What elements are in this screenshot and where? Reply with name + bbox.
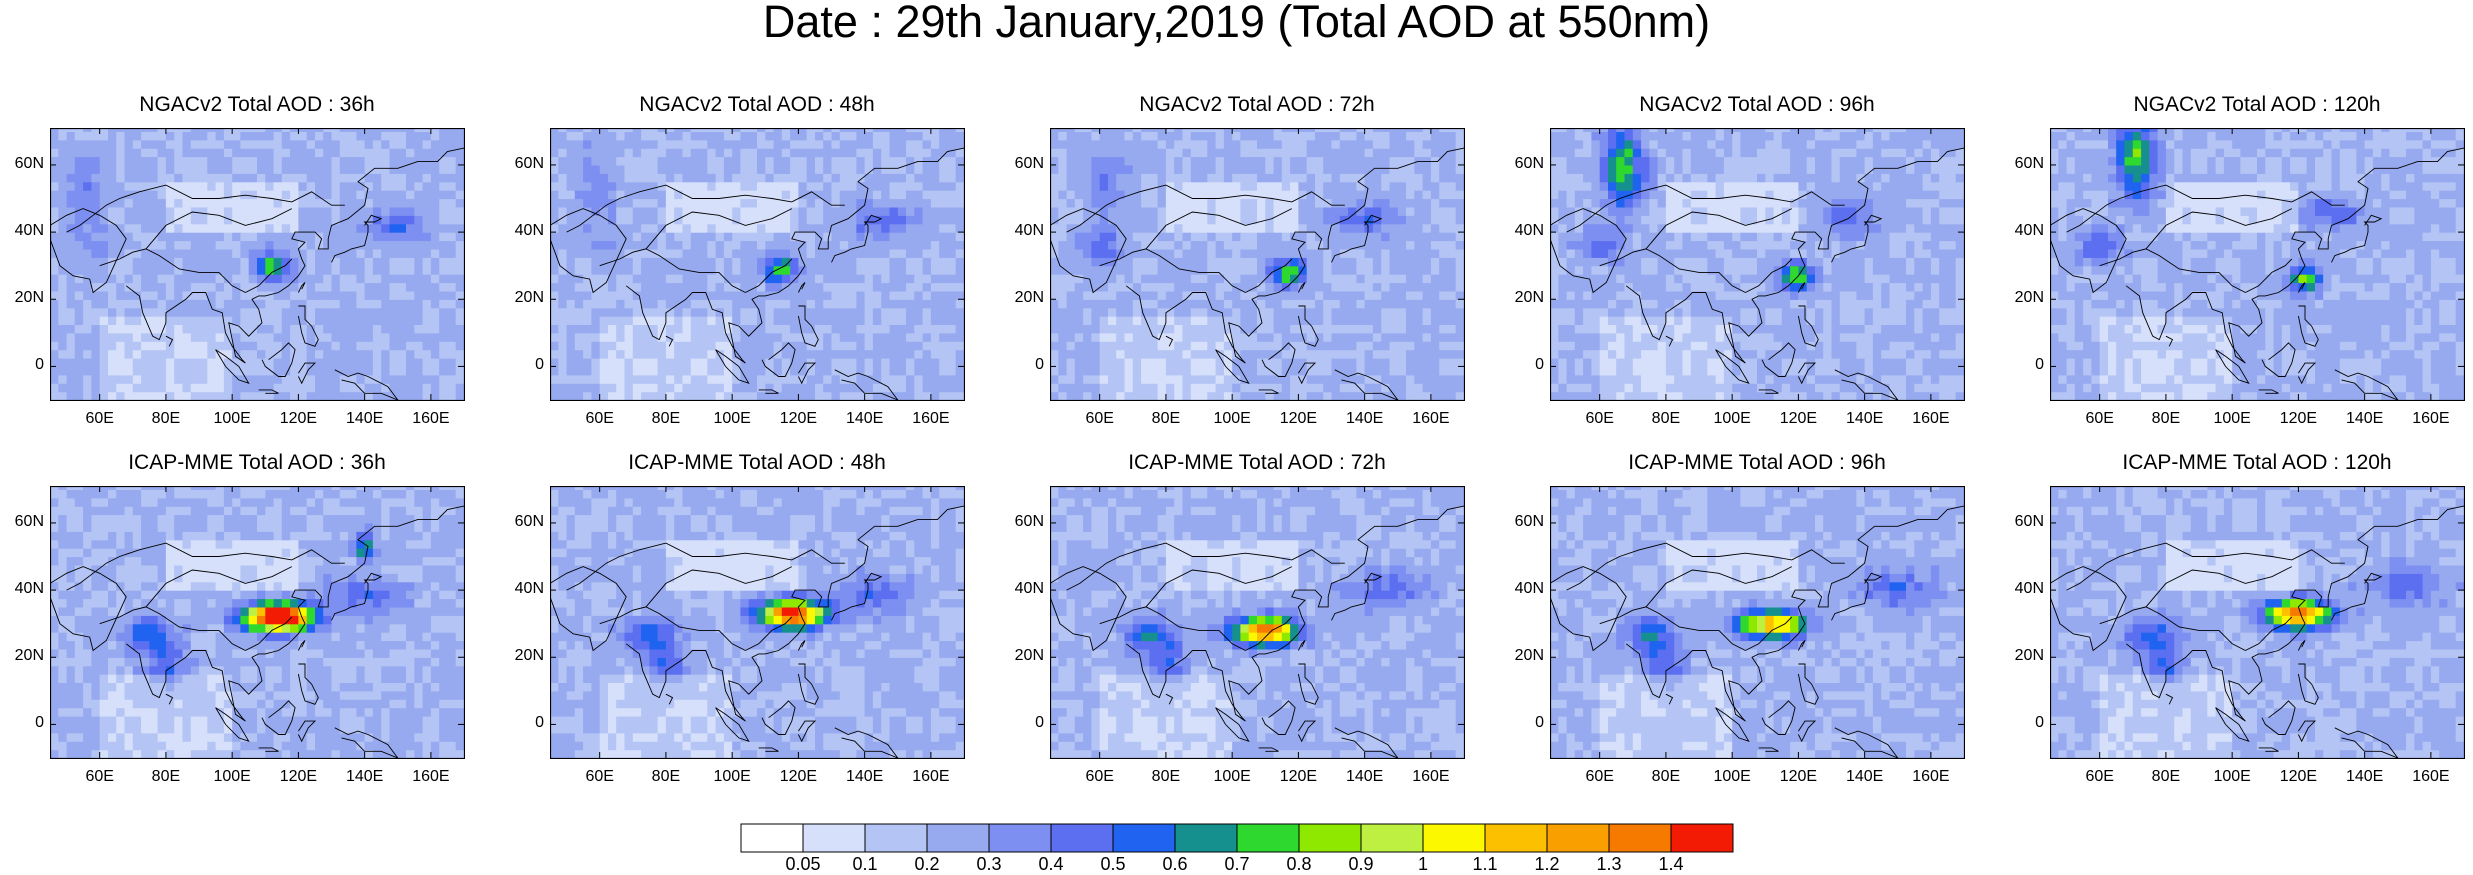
colorbar-label: 0.1 [835,854,895,875]
colorbar-swatch [1361,824,1423,852]
colorbar-swatch [1485,824,1547,852]
colorbar-swatch [1423,824,1485,852]
colorbar-label: 1.2 [1517,854,1577,875]
colorbar-swatch [1299,824,1361,852]
colorbar-swatch [927,824,989,852]
colorbar-label: 0.2 [897,854,957,875]
colorbar-label: 0.8 [1269,854,1329,875]
colorbar-label: 0.5 [1083,854,1143,875]
colorbar-label: 1 [1393,854,1453,875]
colorbar-label: 0.7 [1207,854,1267,875]
colorbar-swatch [865,824,927,852]
colorbar-label: 0.9 [1331,854,1391,875]
colorbar-label: 1.3 [1579,854,1639,875]
colorbar-swatch [1237,824,1299,852]
colorbar-swatch [1547,824,1609,852]
colorbar-label: 1.1 [1455,854,1515,875]
colorbar-swatch [1175,824,1237,852]
colorbar-label: 0.3 [959,854,1019,875]
colorbar-swatch [741,824,803,852]
colorbar-label: 0.05 [773,854,833,875]
colorbar-swatch [1609,824,1671,852]
colorbar-label: 0.4 [1021,854,1081,875]
colorbar-swatch [1113,824,1175,852]
colorbar-label: 0.6 [1145,854,1205,875]
colorbar-swatch [989,824,1051,852]
colorbar-swatch [803,824,865,852]
colorbar-label: 1.4 [1641,854,1701,875]
colorbar-swatch [1671,824,1733,852]
colorbar-swatch [1051,824,1113,852]
